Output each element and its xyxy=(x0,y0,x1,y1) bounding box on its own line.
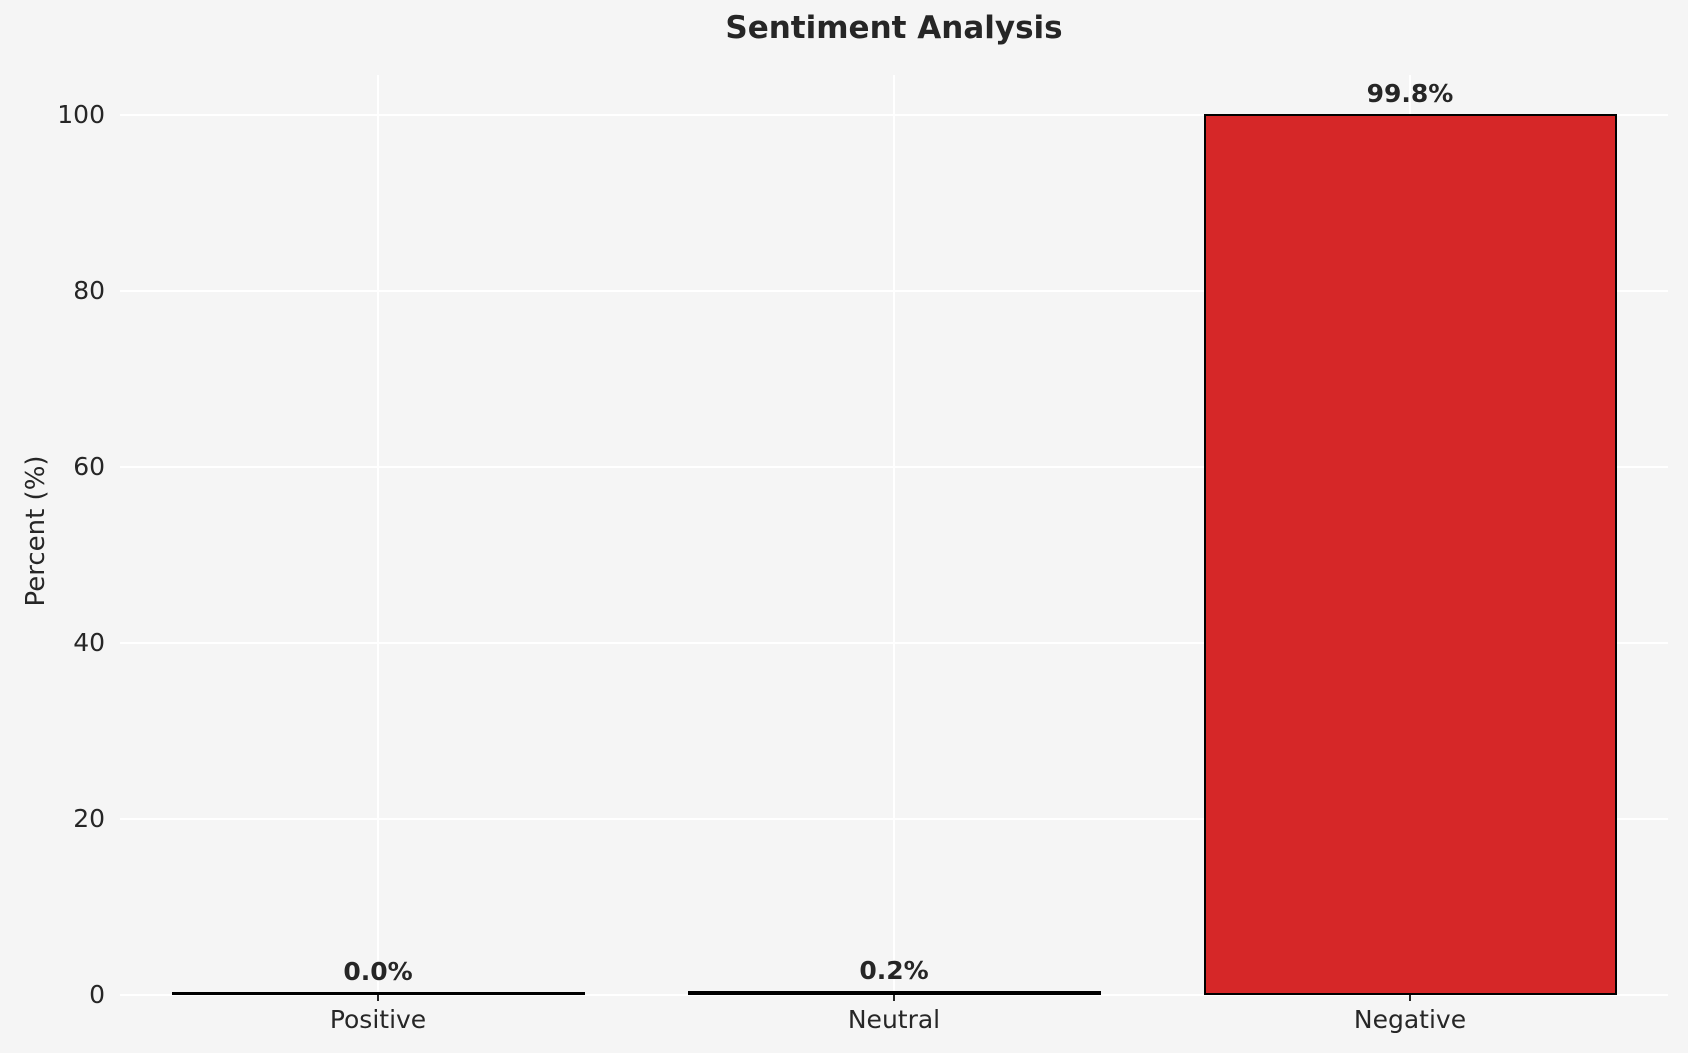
bar-value-label-positive: 0.0% xyxy=(343,957,413,986)
bar-value-label-neutral: 0.2% xyxy=(859,956,929,985)
plot-area: 0.0% 0.2% 99.8% xyxy=(120,75,1668,996)
bar-value-label-negative: 99.8% xyxy=(1366,79,1454,108)
bar-positive xyxy=(172,992,585,995)
y-tick-label-20: 20 xyxy=(73,803,105,833)
x-gridline-positive xyxy=(377,75,379,995)
y-tick-label-80: 80 xyxy=(73,275,105,305)
y-tick-label-100: 100 xyxy=(57,99,105,129)
x-gridline-neutral xyxy=(893,75,895,995)
x-tick-mark-positive xyxy=(377,995,379,1001)
y-tick-label-0: 0 xyxy=(89,980,105,1009)
x-tick-mark-negative xyxy=(1409,995,1411,1001)
bar-neutral xyxy=(688,991,1101,995)
y-tick-label-60: 60 xyxy=(73,451,105,481)
chart-title: Sentiment Analysis xyxy=(725,10,1063,46)
x-tick-mark-neutral xyxy=(893,995,895,1001)
y-tick-label-40: 40 xyxy=(73,627,105,657)
x-tick-label-negative: Negative xyxy=(1353,1005,1467,1034)
bar-negative xyxy=(1204,114,1617,995)
x-tick-label-positive: Positive xyxy=(329,1005,427,1034)
x-tick-label-neutral: Neutral xyxy=(847,1005,941,1034)
